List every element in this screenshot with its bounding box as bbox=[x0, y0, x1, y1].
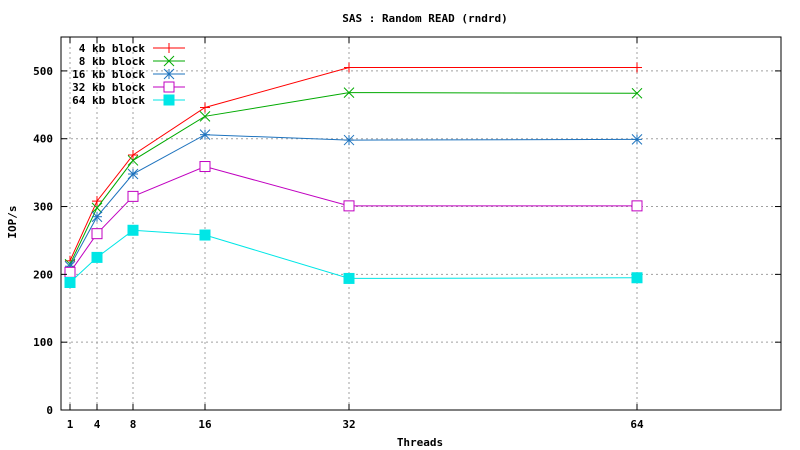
grid bbox=[61, 37, 781, 410]
data-point bbox=[92, 196, 102, 207]
data-point bbox=[64, 277, 76, 289]
data-point bbox=[91, 211, 103, 223]
x-tick-label: 8 bbox=[130, 418, 137, 431]
data-point bbox=[127, 190, 139, 202]
legend-marker bbox=[163, 94, 175, 106]
data-point bbox=[127, 224, 139, 236]
data-point bbox=[631, 272, 643, 284]
legend-label: 32 kb block bbox=[72, 81, 145, 94]
data-point bbox=[91, 228, 103, 240]
data-point bbox=[631, 134, 643, 145]
data-point bbox=[127, 155, 139, 166]
legend-marker bbox=[163, 68, 175, 80]
data-point bbox=[343, 134, 355, 146]
series-4 bbox=[64, 161, 643, 278]
legend-item: 32 kb block bbox=[72, 81, 185, 94]
data-point bbox=[128, 150, 138, 161]
data-point bbox=[631, 200, 643, 212]
data-point bbox=[199, 110, 211, 122]
y-tick-label: 400 bbox=[33, 133, 53, 146]
data-point bbox=[344, 62, 354, 73]
plot-frame bbox=[60, 36, 782, 411]
data-point bbox=[64, 266, 76, 278]
series-line bbox=[69, 92, 638, 265]
chart-title: SAS : Random READ (rndrd) bbox=[342, 12, 508, 25]
series-5 bbox=[64, 224, 643, 289]
x-tick-label: 16 bbox=[198, 418, 212, 431]
data-point bbox=[91, 251, 103, 263]
legend-label: 16 kb block bbox=[72, 68, 145, 81]
y-tick-label: 0 bbox=[46, 404, 53, 417]
y-tick-label: 500 bbox=[33, 65, 53, 78]
x-tick-label: 4 bbox=[94, 418, 101, 431]
data-point bbox=[199, 161, 211, 173]
series-line bbox=[69, 67, 637, 262]
series-1 bbox=[65, 62, 642, 266]
data-point bbox=[343, 200, 355, 212]
y-axis-label: IOP/s bbox=[6, 205, 19, 238]
series-line bbox=[69, 165, 637, 273]
x-axis-label: Threads bbox=[397, 436, 443, 449]
legend-item: 64 kb block bbox=[72, 94, 185, 107]
data-point bbox=[200, 102, 210, 113]
legend-marker bbox=[163, 55, 175, 67]
legend-label: 4 kb block bbox=[79, 42, 146, 55]
legend-label: 64 kb block bbox=[72, 94, 145, 107]
data-point bbox=[127, 168, 139, 180]
legend-label: 8 kb block bbox=[79, 55, 146, 68]
data-point bbox=[199, 229, 211, 241]
legend-marker bbox=[163, 81, 175, 93]
data-point bbox=[343, 87, 355, 98]
y-tick-label: 100 bbox=[33, 336, 53, 349]
data-point bbox=[343, 272, 355, 284]
series-group bbox=[64, 62, 643, 289]
data-point bbox=[632, 62, 642, 73]
x-tick-label: 64 bbox=[630, 418, 644, 431]
data-point bbox=[91, 202, 103, 214]
legend-marker bbox=[164, 43, 174, 53]
series-2 bbox=[64, 87, 643, 270]
legend-item: 8 kb block bbox=[79, 55, 185, 68]
y-tick-label: 200 bbox=[33, 268, 53, 281]
x-tick-label: 1 bbox=[67, 418, 74, 431]
legend-item: 4 kb block bbox=[79, 42, 185, 55]
legend-item: 16 kb block bbox=[72, 68, 185, 81]
axis-ticks: 0 100 200 300 400 500 1 4 8 16 32 64 bbox=[33, 37, 781, 431]
data-point bbox=[199, 129, 211, 141]
data-point bbox=[631, 87, 643, 99]
y-tick-label: 300 bbox=[33, 201, 53, 214]
x-tick-label: 32 bbox=[342, 418, 355, 431]
series-line bbox=[69, 134, 638, 267]
